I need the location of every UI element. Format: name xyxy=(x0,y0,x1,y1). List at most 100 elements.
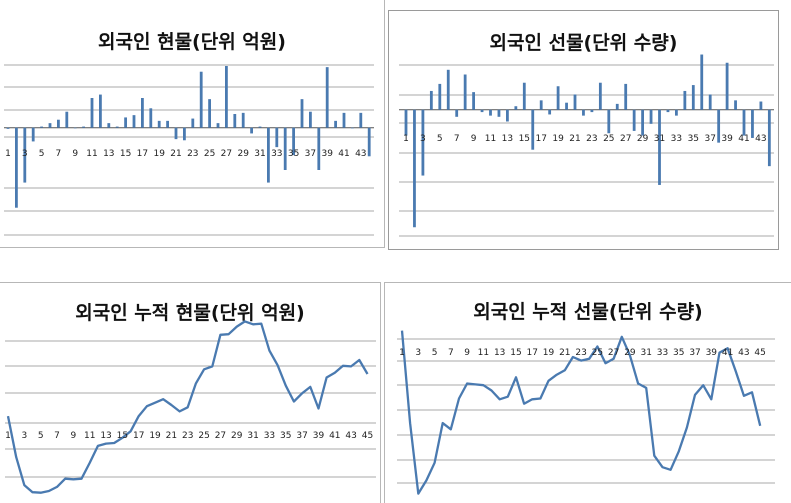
tick-label: 37 xyxy=(305,149,316,159)
tick-label: 1 xyxy=(5,149,11,159)
tick-label: 25 xyxy=(592,348,603,358)
bar xyxy=(115,126,119,128)
tick-label: 23 xyxy=(575,348,586,358)
tick-label: 31 xyxy=(247,431,258,441)
tick-label: 43 xyxy=(738,348,749,358)
tick-label: 25 xyxy=(204,149,215,159)
bar xyxy=(183,127,186,141)
bar xyxy=(582,109,585,116)
tick-label: 39 xyxy=(313,431,325,441)
bar xyxy=(267,127,270,183)
tick-label: 21 xyxy=(559,348,570,358)
tick-label: 11 xyxy=(84,431,95,441)
tick-label: 17 xyxy=(137,149,148,159)
bar xyxy=(6,127,10,129)
bar xyxy=(708,94,712,110)
tick-label: 29 xyxy=(637,134,649,144)
bar xyxy=(351,127,354,129)
bar xyxy=(275,127,279,148)
bar xyxy=(573,94,577,110)
bar xyxy=(342,112,346,128)
bar xyxy=(325,67,329,128)
bar xyxy=(166,120,169,128)
tick-label: 13 xyxy=(103,149,114,159)
tick-label: 37 xyxy=(689,348,700,358)
bar xyxy=(258,126,262,128)
tick-label: 37 xyxy=(296,431,307,441)
tick-label: 3 xyxy=(22,149,28,159)
tick-label: 43 xyxy=(355,149,366,159)
bar xyxy=(141,98,144,128)
tick-label: 15 xyxy=(117,431,128,441)
tick-label: 41 xyxy=(338,149,349,159)
bar xyxy=(65,111,69,128)
tick-label: 1 xyxy=(5,431,11,441)
bar xyxy=(506,109,509,122)
chart-title: 외국인 현물(단위 억원) xyxy=(98,31,286,53)
bar xyxy=(132,115,136,128)
bar xyxy=(309,111,312,128)
bar xyxy=(742,109,746,136)
tick-label: 45 xyxy=(754,348,765,358)
bar xyxy=(124,117,127,128)
bar xyxy=(73,127,77,129)
bar xyxy=(292,127,295,156)
bar xyxy=(615,103,619,110)
bar xyxy=(514,106,518,110)
bar xyxy=(413,109,416,228)
bar xyxy=(199,71,203,128)
bar xyxy=(759,101,763,110)
tick-label: 1 xyxy=(399,348,405,358)
bar xyxy=(359,112,363,128)
tick-label: 29 xyxy=(624,348,636,358)
tick-label: 13 xyxy=(502,134,513,144)
bar xyxy=(598,82,602,110)
bar xyxy=(539,100,543,110)
bar-chart-spot: 1 3 5 7 9 11 13 15 17 19 21 23 25 27 29 31 33 35 37 39 41 43 xyxy=(4,64,374,236)
tick-label: 33 xyxy=(671,134,682,144)
bar xyxy=(767,109,771,167)
tick-label: 7 xyxy=(448,348,454,358)
tick-label: 17 xyxy=(535,134,546,144)
chart-title: 외국인 누적 선물(단위 수량) xyxy=(473,301,703,323)
bar xyxy=(317,127,321,170)
tick-label: 23 xyxy=(586,134,597,144)
tick-label: 7 xyxy=(54,431,60,441)
tick-label: 15 xyxy=(510,348,521,358)
tick-label: 25 xyxy=(198,431,209,441)
chart-panel-cumulative-spot: 외국인 누적 현물(단위 억원) 1 3 5 7 9 11 13 15 17 19 21 23 25 27… xyxy=(0,282,381,503)
bar xyxy=(438,83,442,110)
tick-label: 25 xyxy=(603,134,614,144)
bar xyxy=(250,127,253,134)
tick-label: 27 xyxy=(608,348,619,358)
tick-label: 7 xyxy=(56,149,62,159)
bar xyxy=(565,102,568,110)
tick-label: 33 xyxy=(271,149,282,159)
bar xyxy=(455,109,459,117)
bar xyxy=(480,109,484,113)
tick-label: 23 xyxy=(187,149,198,159)
chart-panel-cumulative-futures: 외국인 누적 선물(단위 수량) 1 3 5 7 9 11 13 15 17 19 21 23 25 27… xyxy=(384,282,791,503)
bar xyxy=(497,109,501,117)
tick-label: 19 xyxy=(153,149,165,159)
bar xyxy=(149,108,153,128)
tick-label: 9 xyxy=(72,149,78,159)
bar xyxy=(208,99,211,128)
series-line xyxy=(6,320,369,494)
tick-label: 39 xyxy=(321,149,333,159)
bar xyxy=(421,109,425,176)
bar xyxy=(666,109,670,113)
bar xyxy=(632,109,636,131)
tick-label: 17 xyxy=(527,348,538,358)
bar xyxy=(191,118,195,128)
tick-label: 27 xyxy=(215,431,226,441)
tick-label: 23 xyxy=(182,431,193,441)
bar xyxy=(216,123,220,128)
bar xyxy=(82,126,85,128)
bar xyxy=(446,69,450,110)
bar xyxy=(649,109,653,124)
tick-label: 31 xyxy=(254,149,265,159)
tick-label: 33 xyxy=(264,431,275,441)
tick-label: 35 xyxy=(288,149,299,159)
tick-label: 3 xyxy=(415,348,421,358)
